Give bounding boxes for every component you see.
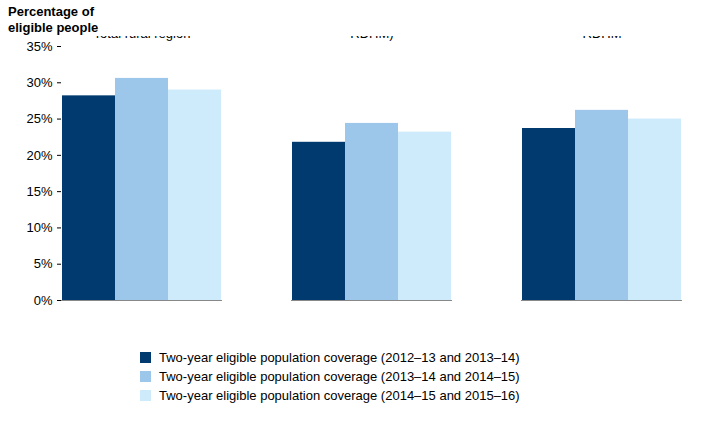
svg-text:Total rural region: Total rural region [94, 36, 191, 41]
svg-text:0%: 0% [34, 293, 53, 308]
svg-text:Statewide agencies andRDHM: Statewide agencies andRDHM [533, 36, 671, 41]
svg-text:15%: 15% [26, 184, 52, 199]
html-text:Two-year eligible population c: Two-year eligible population coverage (2… [159, 388, 520, 403]
svg-text:30%: 30% [26, 75, 52, 90]
html-text:Two-year eligible population c: Two-year eligible population coverage (2… [159, 350, 520, 365]
html-text:Two-year eligible population c: Two-year eligible population coverage (2… [159, 369, 520, 384]
svg-text:10%: 10% [26, 220, 52, 235]
svg-text:20%: 20% [26, 148, 52, 163]
svg-text:Total metro (includingRDHM): Total metro (includingRDHM) [310, 36, 434, 41]
svg-text:25%: 25% [26, 111, 52, 126]
svg-text:35%: 35% [26, 39, 52, 54]
svg-text:5%: 5% [34, 256, 53, 271]
html-text:Percentage of eligible people: Percentage of eligible people [8, 4, 99, 35]
